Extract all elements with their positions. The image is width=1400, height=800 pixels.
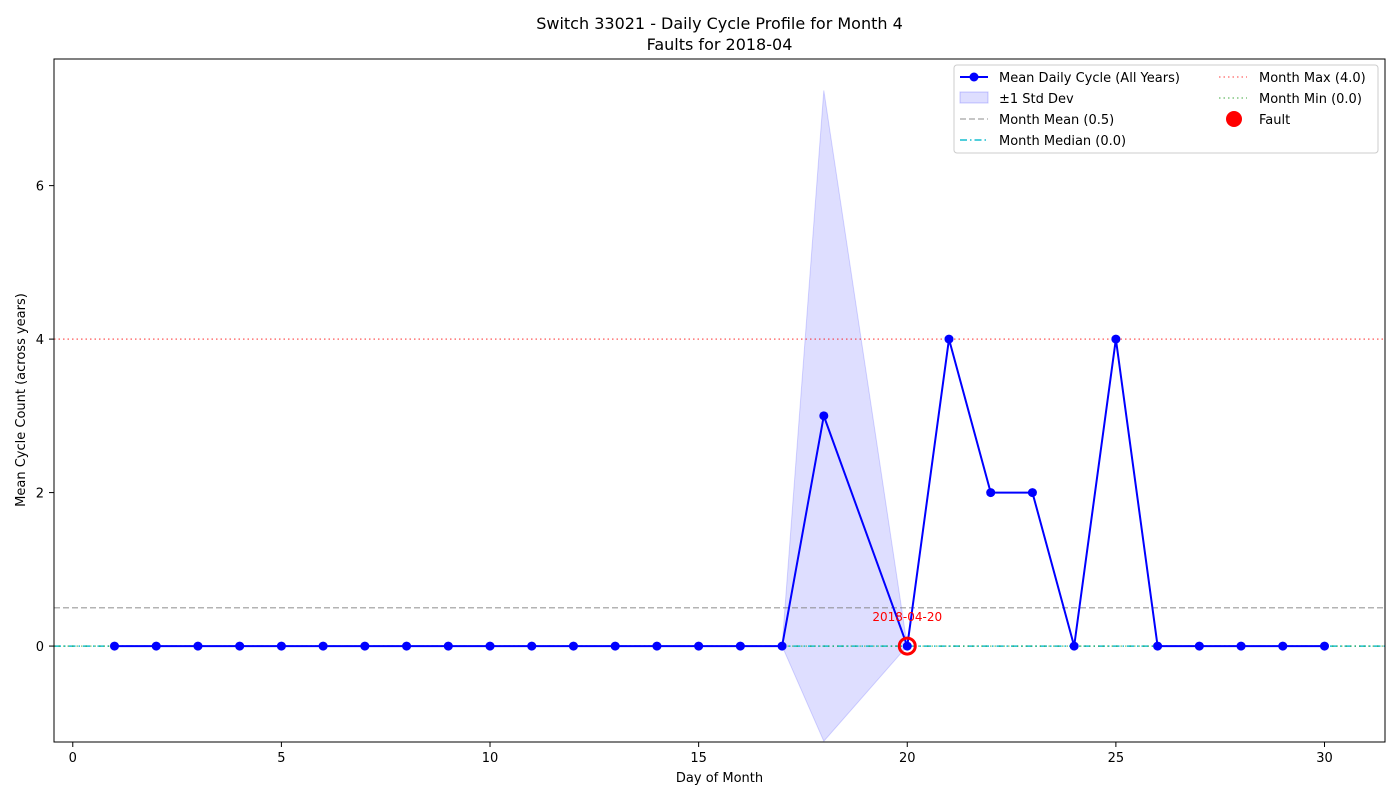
data-point-day-24 [1069, 641, 1079, 651]
legend-label-month-median: Month Median (0.0) [999, 134, 1126, 149]
std-dev-band [781, 90, 908, 743]
data-point-day-29 [1278, 641, 1288, 651]
legend-label-month-max: Month Max (4.0) [1259, 71, 1366, 86]
fault-annotation: 2018-04-20 [872, 610, 942, 624]
data-point-day-13 [610, 641, 620, 651]
legend-marker-fault [1226, 111, 1242, 127]
data-point-day-27 [1194, 641, 1204, 651]
data-point-day-1 [110, 641, 119, 651]
legend-box [953, 64, 1379, 154]
x-tick-label-25: 25 [1108, 751, 1125, 766]
chart-title: Switch 33021 - Daily Cycle Profile for M… [536, 14, 903, 33]
data-point-day-14 [652, 641, 662, 651]
data-point-day-21 [944, 334, 954, 344]
data-point-day-26 [1153, 641, 1163, 651]
legend-marker-mean-daily-cycle [969, 72, 979, 82]
legend-label-month-mean: Month Mean (0.5) [999, 113, 1114, 128]
data-point-day-17 [777, 641, 787, 651]
y-tick-label-6: 6 [36, 180, 44, 195]
data-point-day-28 [1236, 641, 1246, 651]
data-point-day-10 [485, 641, 495, 651]
fault-marker [897, 636, 917, 656]
x-tick-label-30: 30 [1316, 751, 1333, 766]
x-tick-label-10: 10 [482, 751, 499, 766]
x-axis-label: Day of Month [676, 771, 763, 786]
y-tick-label-2: 2 [36, 487, 44, 502]
data-point-day-22 [986, 488, 996, 498]
x-tick-label-15: 15 [690, 751, 707, 766]
y-axis-label: Mean Cycle Count (across years) [14, 293, 29, 507]
data-point-day-18 [819, 411, 829, 421]
data-point-day-2 [151, 641, 161, 651]
legend-swatch-std-dev [959, 91, 989, 104]
series-line-mean-daily-cycle [114, 338, 1325, 648]
data-point-day-11 [527, 641, 537, 651]
x-axis: 0 5 10 15 20 25 30 [69, 742, 1333, 766]
data-point-day-5 [276, 641, 286, 651]
plot-area: 2018-04-20 [54, 90, 1385, 743]
data-point-day-15 [694, 641, 704, 651]
legend-label-std-dev: ±1 Std Dev [999, 92, 1074, 107]
data-point-day-9 [443, 641, 453, 651]
data-point-day-3 [193, 641, 203, 651]
x-tick-label-0: 0 [69, 751, 77, 766]
legend-label-month-min: Month Min (0.0) [1259, 92, 1362, 107]
y-tick-label-4: 4 [36, 333, 44, 348]
y-axis: 0 2 4 6 [36, 180, 54, 655]
data-point-day-30 [1320, 641, 1329, 651]
data-point-day-12 [568, 641, 578, 651]
legend-label-mean-daily-cycle: Mean Daily Cycle (All Years) [999, 71, 1180, 86]
data-point-day-6 [318, 641, 328, 651]
legend: Mean Daily Cycle (All Years) ±1 Std Dev … [953, 64, 1379, 154]
plot-frame [53, 58, 1386, 743]
x-tick-label-5: 5 [277, 751, 285, 766]
data-point-day-23 [1027, 488, 1037, 498]
data-point-day-4 [235, 641, 245, 651]
chart-subtitle: Faults for 2018-04 [647, 35, 793, 54]
data-point-day-25 [1111, 334, 1121, 344]
y-tick-label-0: 0 [36, 640, 44, 655]
data-point-day-8 [402, 641, 412, 651]
data-point-day-20 [902, 641, 912, 651]
data-point-day-7 [360, 641, 370, 651]
legend-label-fault: Fault [1259, 113, 1290, 128]
data-point-day-16 [735, 641, 745, 651]
x-tick-label-20: 20 [899, 751, 916, 766]
